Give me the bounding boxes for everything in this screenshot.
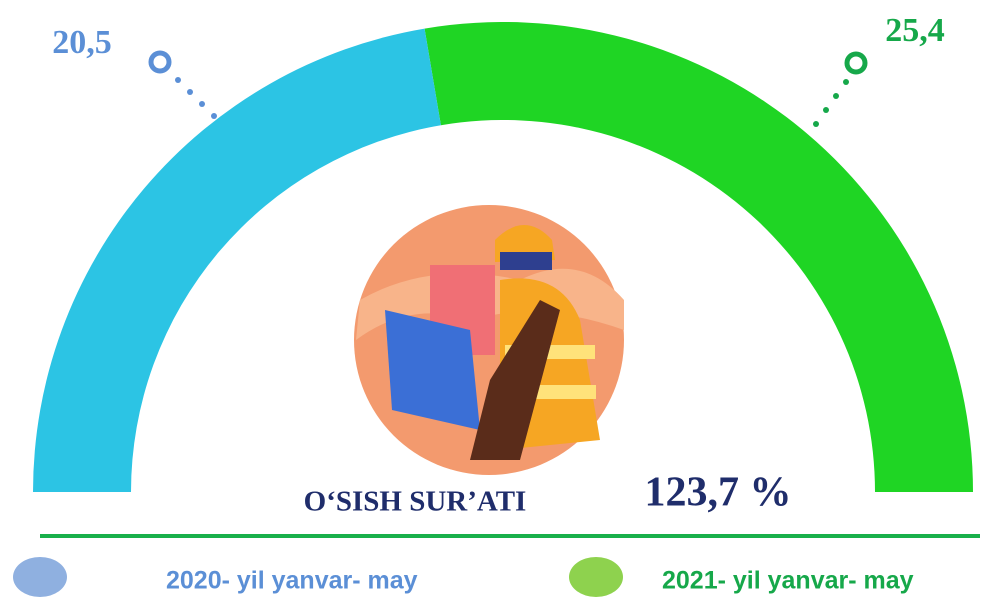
leader-ring [844, 51, 868, 75]
legend-marker [569, 557, 623, 597]
leader-dot [211, 113, 217, 119]
leader-dot [199, 101, 205, 107]
leader-dot [823, 107, 829, 113]
arc-segment [424, 22, 973, 493]
arc-segment [33, 28, 441, 493]
annotation-title: O‘SISH SUR’ATI [304, 486, 527, 518]
annotation-value: 123,7 % [645, 470, 792, 516]
value-label: 20,5 [52, 24, 112, 61]
legend-label: 2021- yil yanvar- may [662, 567, 914, 595]
leader-dot [843, 79, 849, 85]
legend-label: 2020- yil yanvar- may [166, 567, 418, 595]
leader-dot [187, 89, 193, 95]
leader-ring [148, 50, 172, 74]
legend-marker [13, 557, 67, 597]
leader-dot [175, 77, 181, 83]
leader-dot [833, 93, 839, 99]
leader-dot [813, 121, 819, 127]
illustration [354, 205, 624, 475]
value-label: 25,4 [885, 12, 945, 49]
